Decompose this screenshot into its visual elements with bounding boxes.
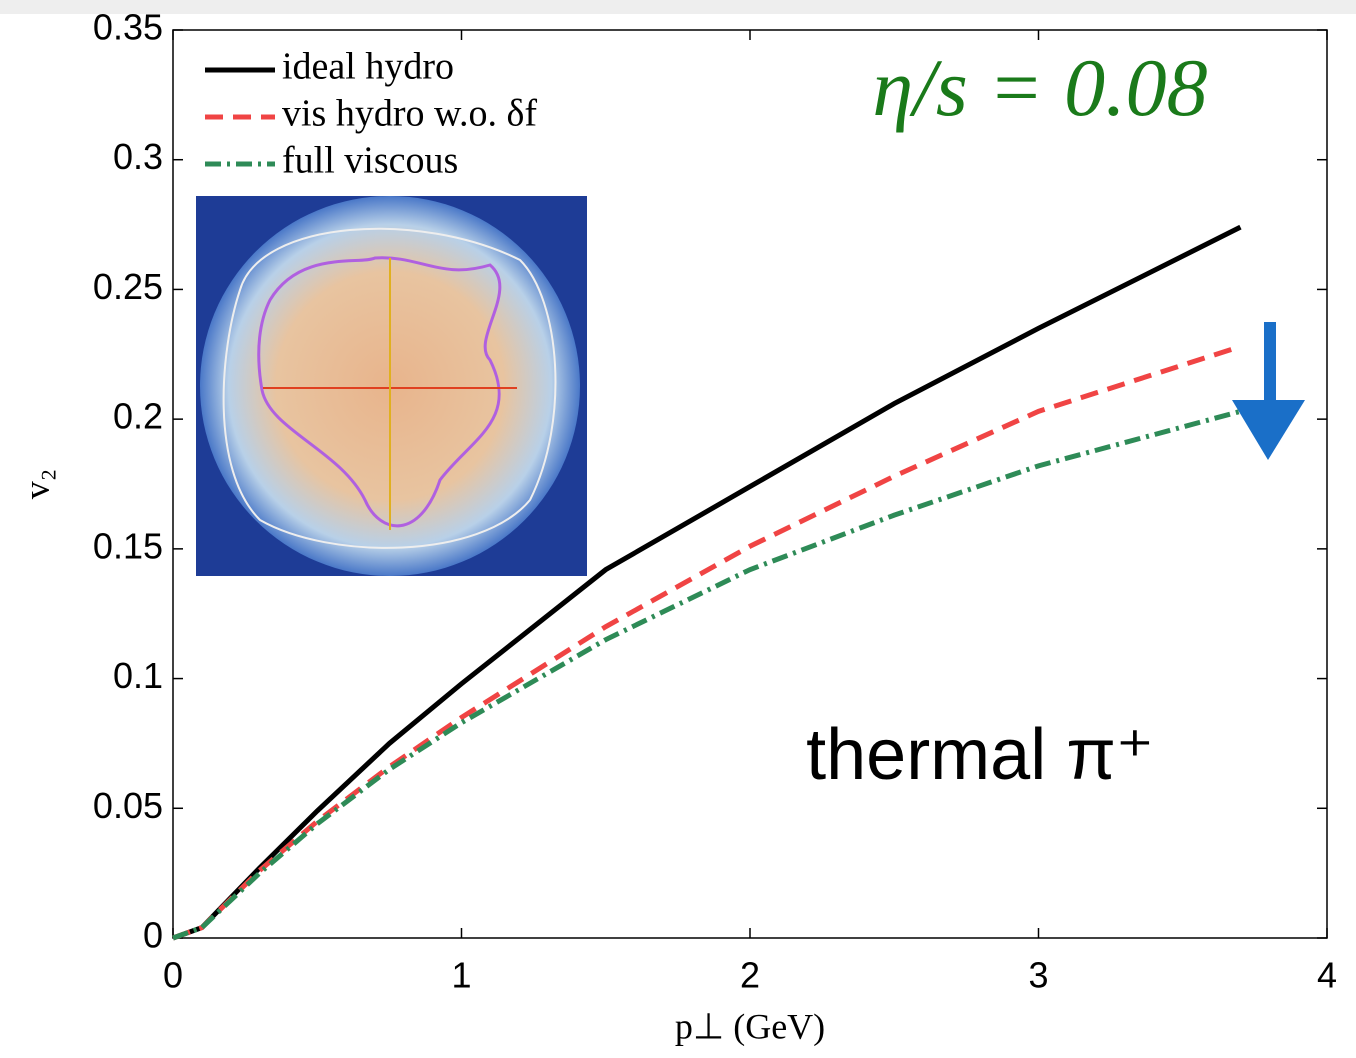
y-tick-label: 0.1 [113,655,163,696]
legend-label: vis hydro w.o. δf [282,93,537,135]
annotation: η/s = 0.08 [872,42,1207,133]
arrow [1232,322,1305,460]
legend-label: ideal hydro [282,46,454,88]
inset-contour [222,227,557,549]
top-band [0,0,1356,14]
y-axis-label: v₂ [16,469,56,500]
x-axis-label: p⊥ (GeV) [675,1006,825,1046]
y-tick-label: 0.05 [93,785,163,826]
inset-image [196,196,587,576]
x-tick-label: 1 [451,955,471,996]
y-tick-label: 0.25 [93,266,163,307]
arrow-head [1232,400,1305,460]
annotation: thermal π⁺ [806,715,1154,795]
x-tick-label: 0 [163,955,183,996]
inset-outline [257,256,502,528]
y-tick-label: 0 [143,915,163,956]
x-tick-label: 2 [740,955,760,996]
y-tick-label: 0.15 [93,525,163,566]
x-tick-label: 4 [1317,955,1337,996]
y-tick-label: 0.35 [93,7,163,48]
y-tick-label: 0.3 [113,136,163,177]
x-tick-label: 3 [1028,955,1048,996]
y-tick-label: 0.2 [113,396,163,437]
legend-label: full viscous [282,140,458,182]
